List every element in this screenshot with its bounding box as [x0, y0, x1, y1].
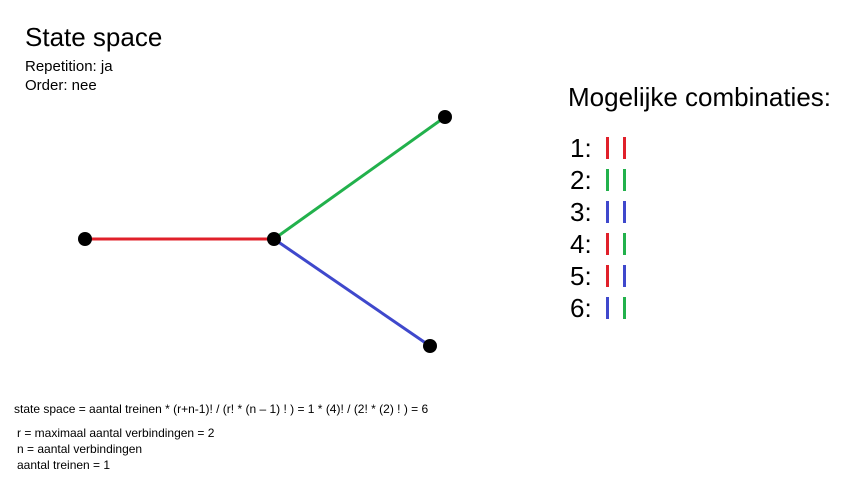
combination-item: 6: [570, 295, 690, 321]
combination-bar [606, 137, 609, 159]
combination-bar [623, 137, 626, 159]
combination-number: 6: [570, 293, 592, 323]
combination-number: 4: [570, 229, 592, 259]
repetition-label: Repetition: ja [25, 58, 113, 75]
combination-bar [606, 233, 609, 255]
page-title: State space [25, 22, 163, 52]
combination-item: 2: [570, 167, 690, 193]
combination-item: 3: [570, 199, 690, 225]
node-center [267, 232, 281, 246]
treinen-definition: aantal treinen = 1 [17, 458, 111, 472]
combination-bar [623, 265, 626, 287]
combination-bar [606, 169, 609, 191]
combination-item: 1: [570, 135, 690, 161]
combination-bar [606, 265, 609, 287]
combination-bar [623, 233, 626, 255]
combination-bar [606, 201, 609, 223]
combination-number: 3: [570, 197, 592, 227]
combination-item: 4: [570, 231, 690, 257]
combination-number: 1: [570, 133, 592, 163]
r-definition: r = maximaal aantal verbindingen = 2 [17, 426, 215, 440]
node-top-right [438, 110, 452, 124]
combination-number: 2: [570, 165, 592, 195]
blue-edge [273, 237, 431, 348]
green-edge [273, 115, 446, 241]
combination-bar [623, 201, 626, 223]
node-left [78, 232, 92, 246]
combination-bar [623, 169, 626, 191]
combinations-title: Mogelijke combinaties: [568, 82, 832, 112]
combination-bar [623, 297, 626, 319]
state-space-formula: state space = aantal treinen * (r+n-1)! … [14, 402, 429, 416]
node-bottom-right [423, 339, 437, 353]
combination-number: 5: [570, 261, 592, 291]
combination-bar [606, 297, 609, 319]
combination-item: 5: [570, 263, 690, 289]
order-label: Order: nee [25, 77, 97, 94]
n-definition: n = aantal verbindingen [17, 442, 143, 456]
